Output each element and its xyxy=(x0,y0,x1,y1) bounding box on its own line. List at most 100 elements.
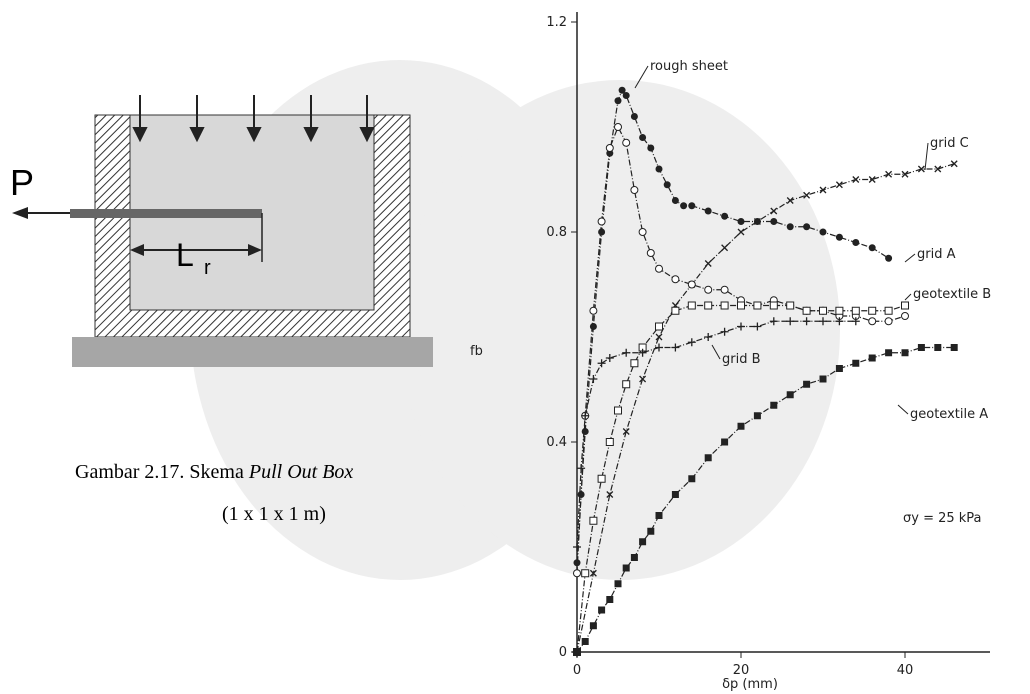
pull-out-box: P L r xyxy=(10,95,433,367)
label-leader xyxy=(905,294,911,300)
marker xyxy=(738,218,745,225)
marker xyxy=(615,407,622,414)
marker xyxy=(721,286,728,293)
marker xyxy=(705,286,712,293)
marker xyxy=(656,265,663,272)
marker xyxy=(647,145,654,152)
marker xyxy=(598,229,605,236)
marker xyxy=(590,517,597,524)
marker xyxy=(885,318,892,325)
marker xyxy=(721,302,728,309)
length-label: L xyxy=(176,237,194,273)
marker xyxy=(705,302,712,309)
marker xyxy=(615,580,622,587)
marker xyxy=(631,554,638,561)
marker xyxy=(918,166,924,172)
marker xyxy=(885,349,892,356)
marker xyxy=(574,649,581,656)
marker xyxy=(656,323,663,330)
marker xyxy=(631,187,638,194)
series-label: geotextile B xyxy=(913,287,991,302)
x-tick-label: 0 xyxy=(573,663,581,678)
label-leader xyxy=(925,143,928,170)
page: P L r Gambar 2.17. Skema Pull Out Box (1… xyxy=(0,0,1030,694)
marker xyxy=(885,255,892,262)
marker xyxy=(885,307,892,314)
marker xyxy=(820,187,826,193)
marker xyxy=(869,307,876,314)
marker xyxy=(820,229,827,236)
marker xyxy=(705,208,712,215)
marker xyxy=(770,402,777,409)
force-label: P xyxy=(10,162,34,203)
marker xyxy=(672,197,679,204)
marker xyxy=(606,596,613,603)
marker xyxy=(688,281,695,288)
y-tick-label: 0.4 xyxy=(546,435,567,450)
x-axis-label: δp (mm) xyxy=(722,677,778,692)
label-leader xyxy=(905,254,915,262)
marker xyxy=(869,177,875,183)
caption: Gambar 2.17. Skema Pull Out Box xyxy=(75,461,353,483)
marker xyxy=(902,313,909,320)
caption-lead: Gambar 2.17. Skema xyxy=(75,461,249,483)
series-label: grid B xyxy=(722,352,761,367)
marker xyxy=(639,538,646,545)
series-label: grid A xyxy=(917,247,956,262)
series-label: rough sheet xyxy=(650,59,728,74)
y-tick-label: 1.2 xyxy=(546,15,567,30)
marker xyxy=(869,355,876,362)
caption-italic: Pull Out Box xyxy=(248,461,354,483)
marker xyxy=(820,307,827,314)
marker xyxy=(590,307,597,314)
x-tick-label: 40 xyxy=(897,663,914,678)
series-label: geotextile A xyxy=(910,407,988,422)
marker xyxy=(598,475,605,482)
marker xyxy=(738,302,745,309)
marker xyxy=(574,570,581,577)
marker xyxy=(623,92,630,99)
marker xyxy=(639,229,646,236)
marker xyxy=(935,166,941,172)
marker xyxy=(688,475,695,482)
marker xyxy=(754,302,761,309)
marker xyxy=(623,381,630,388)
marker xyxy=(721,439,728,446)
marker xyxy=(951,344,958,351)
annotation: σy = 25 kPa xyxy=(903,511,982,526)
marker xyxy=(705,454,712,461)
marker xyxy=(787,302,794,309)
marker xyxy=(647,528,654,535)
marker xyxy=(639,134,646,141)
caption-line2: (1 x 1 x 1 m) xyxy=(222,503,326,525)
marker xyxy=(623,139,630,146)
marker xyxy=(656,512,663,519)
label-leader xyxy=(898,405,908,414)
marker xyxy=(721,213,728,220)
marker xyxy=(836,307,843,314)
marker xyxy=(836,365,843,372)
marker xyxy=(606,439,613,446)
marker xyxy=(886,171,892,177)
marker xyxy=(770,302,777,309)
marker xyxy=(688,302,695,309)
marker xyxy=(770,218,777,225)
marker xyxy=(672,491,679,498)
marker xyxy=(803,307,810,314)
marker xyxy=(631,360,638,367)
marker xyxy=(598,218,605,225)
marker xyxy=(672,307,679,314)
marker xyxy=(787,391,794,398)
marker xyxy=(852,360,859,367)
marker xyxy=(590,323,597,330)
marker xyxy=(672,276,679,283)
marker xyxy=(754,412,761,419)
marker xyxy=(598,607,605,614)
marker xyxy=(918,344,925,351)
marker xyxy=(590,622,597,629)
marker xyxy=(803,381,810,388)
marker xyxy=(615,124,622,131)
y-axis-label: fb xyxy=(470,344,483,359)
marker xyxy=(787,223,794,230)
marker xyxy=(852,239,859,246)
